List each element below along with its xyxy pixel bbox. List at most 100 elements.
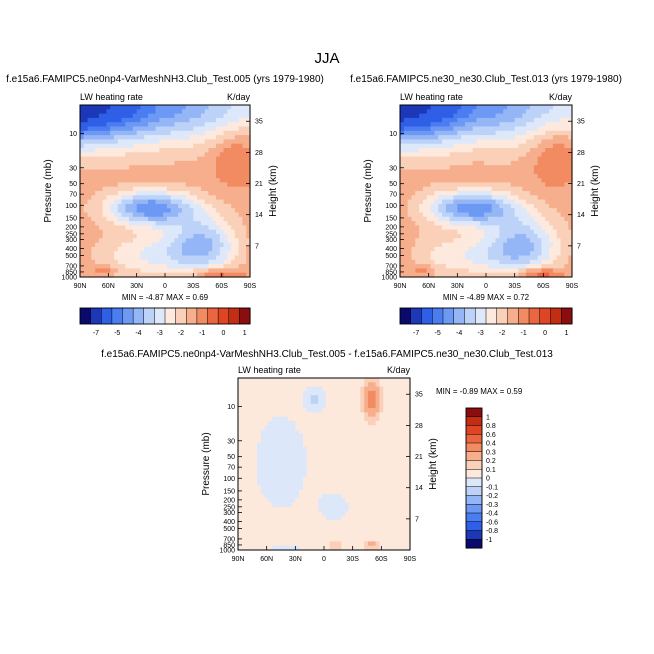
- field-cell: [302, 451, 308, 456]
- field-cell: [106, 165, 111, 171]
- field-cell: [204, 229, 210, 235]
- field-cell: [367, 412, 373, 418]
- field-cell: [151, 109, 157, 115]
- field-cell: [227, 246, 232, 252]
- field-cell: [537, 229, 543, 235]
- field-cell: [200, 126, 206, 132]
- field-cell: [174, 165, 179, 171]
- field-cell: [403, 255, 409, 261]
- field-cell: [121, 117, 126, 123]
- field-cell: [216, 212, 221, 218]
- field-cell: [178, 203, 183, 209]
- field-cell: [379, 378, 384, 383]
- field-cell: [407, 169, 413, 175]
- field-cell: [560, 173, 565, 179]
- field-cell: [200, 225, 206, 231]
- field-cell: [345, 390, 350, 396]
- field-cell: [403, 126, 409, 132]
- field-cell: [367, 390, 373, 396]
- field-cell: [529, 148, 535, 153]
- field-cell: [159, 178, 164, 183]
- field-cell: [352, 416, 358, 422]
- y-tick-label: 700: [65, 263, 77, 270]
- field-cell: [163, 251, 168, 257]
- x-tick-label: 90N: [394, 283, 407, 290]
- field-cell: [510, 229, 516, 235]
- field-cell: [461, 203, 466, 209]
- field-cell: [276, 485, 281, 491]
- field-cell: [464, 191, 470, 196]
- field-cell: [295, 489, 300, 495]
- field-cell: [231, 203, 236, 209]
- field-cell: [426, 169, 432, 175]
- field-cell: [219, 191, 225, 196]
- field-cell: [302, 481, 308, 487]
- field-cell: [457, 208, 462, 214]
- field-cell: [430, 208, 435, 214]
- field-cell: [310, 382, 316, 388]
- field-cell: [234, 272, 240, 278]
- field-cell: [426, 122, 432, 128]
- field-cell: [419, 105, 424, 110]
- field-cell: [136, 242, 142, 248]
- field-cell: [322, 390, 327, 396]
- x-tick-label: 30S: [187, 283, 200, 290]
- field-cell: [387, 472, 392, 478]
- field-cell: [310, 468, 316, 474]
- field-cell: [398, 395, 403, 401]
- field-cell: [189, 191, 194, 196]
- field-cell: [129, 268, 134, 274]
- field-cell: [537, 169, 543, 175]
- field-cell: [507, 272, 512, 278]
- field-cell: [227, 109, 232, 115]
- field-cell: [117, 191, 123, 196]
- field-cell: [121, 229, 126, 235]
- field-cell: [449, 234, 455, 239]
- field-cell: [371, 395, 377, 401]
- field-cell: [526, 139, 531, 145]
- field-cell: [430, 169, 435, 175]
- field-cell: [234, 238, 240, 244]
- field-cell: [170, 195, 176, 201]
- field-cell: [329, 476, 335, 482]
- field-cell: [442, 203, 447, 209]
- field-cell: [83, 178, 89, 183]
- y-tick-label: 400: [65, 246, 77, 253]
- field-cell: [189, 148, 194, 153]
- field-cell: [472, 221, 478, 226]
- field-cell: [422, 169, 428, 175]
- field-cell: [163, 139, 168, 145]
- field-cell: [98, 234, 104, 239]
- field-cell: [98, 178, 104, 183]
- field-cell: [449, 242, 455, 248]
- field-cell: [415, 139, 420, 145]
- field-cell: [264, 421, 270, 426]
- field-cell: [276, 446, 281, 452]
- field-cell: [518, 139, 523, 145]
- field-cell: [212, 268, 217, 274]
- field-cell: [170, 199, 176, 205]
- field-cell: [403, 195, 409, 201]
- field-cell: [491, 195, 497, 201]
- field-cell: [476, 143, 481, 149]
- field-cell: [121, 255, 126, 261]
- field-cell: [457, 113, 462, 119]
- field-cell: [151, 191, 157, 196]
- field-cell: [348, 425, 354, 431]
- field-cell: [518, 242, 523, 248]
- field-cell: [178, 242, 183, 248]
- field-cell: [200, 105, 206, 110]
- field-cell: [329, 459, 335, 465]
- field-cell: [223, 143, 228, 149]
- field-cell: [306, 433, 312, 439]
- field-cell: [415, 169, 420, 175]
- field-cell: [491, 208, 497, 214]
- field-cell: [212, 255, 217, 261]
- field-cell: [121, 130, 126, 136]
- field-cell: [140, 212, 145, 218]
- field-cell: [314, 403, 319, 409]
- field-cell: [287, 412, 293, 418]
- field-cell: [185, 105, 191, 110]
- field-cell: [121, 264, 126, 269]
- field-cell: [155, 160, 160, 166]
